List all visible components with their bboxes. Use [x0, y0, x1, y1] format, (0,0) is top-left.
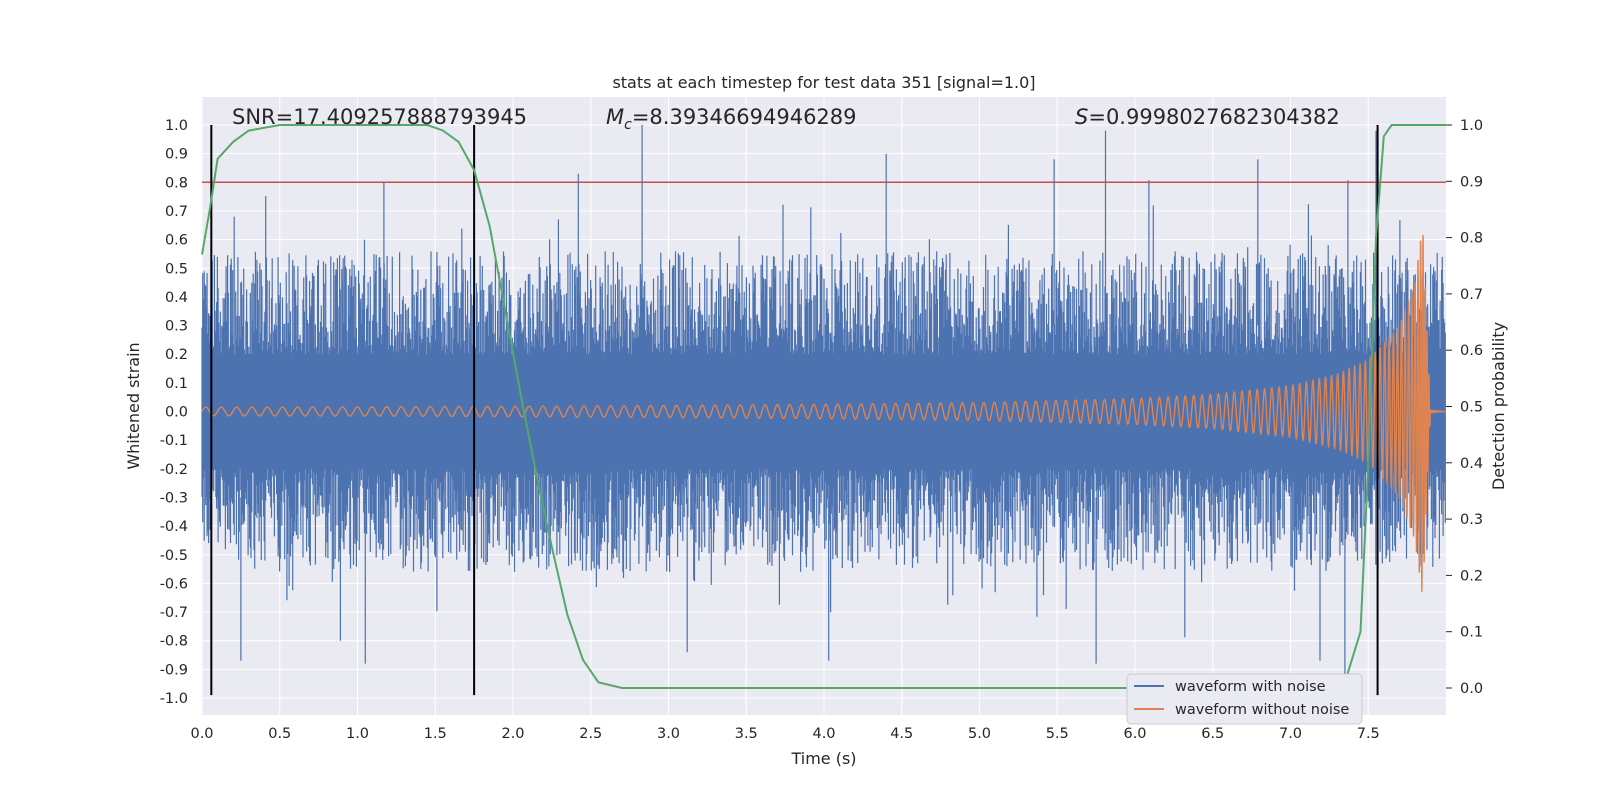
y2-tick-label: 1.0	[1460, 118, 1483, 134]
clean-waveform	[201, 234, 1446, 592]
legend: waveform with noise waveform without noi…	[1126, 673, 1363, 725]
y-tick-label: 0.5	[165, 261, 188, 277]
x-tick-label: 6.5	[1201, 726, 1224, 742]
y2-tick-label: 0.2	[1460, 568, 1483, 584]
y-tick-label: 0.7	[165, 204, 188, 220]
y2-tick-label: 0.1	[1460, 625, 1483, 641]
y-tick-label: -0.6	[160, 576, 188, 592]
x-tick-label: 1.0	[346, 726, 369, 742]
y-tick-label: 1.0	[165, 118, 188, 134]
y-tick-label: -0.5	[160, 548, 188, 564]
score-value: =0.9998027682304382	[1088, 105, 1339, 129]
y2-tick-label: 0.0	[1460, 681, 1483, 697]
x-tick-label: 3.5	[735, 726, 758, 742]
chirp-mass-annotation: Mc=8.39346694946289	[606, 105, 857, 133]
chirp-mass-value: =8.39346694946289	[632, 105, 857, 129]
x-tick-label: 2.0	[501, 726, 524, 742]
y2-tick-label: 0.4	[1460, 456, 1483, 472]
y-tick-label: -0.7	[160, 605, 188, 621]
detection-probability-curve	[201, 124, 1446, 689]
y-tick-label: 0.6	[165, 233, 188, 249]
y-tick-label: -0.3	[160, 490, 188, 506]
x-tick-label: 5.5	[1046, 726, 1069, 742]
clean-series	[201, 234, 1446, 592]
score-annotation: S=0.9998027682304382	[1075, 105, 1340, 129]
y2-tick-label: 0.8	[1460, 231, 1483, 247]
y-tick-label: -0.4	[160, 519, 188, 535]
y-tick-label: 0.9	[165, 147, 188, 163]
y2-tick-label: 0.9	[1460, 174, 1483, 190]
y2-tick-label: 0.6	[1460, 343, 1483, 359]
y-tick-label: -0.2	[160, 462, 188, 478]
ticks: 0.0 0.5 1.0 1.5 2.0 2.5 3.0 3.5 4.0 4.5 5.0 5.5 6.0 6…	[160, 118, 1483, 742]
y-tick-label: 0.8	[165, 175, 188, 191]
x-tick-label: 1.5	[424, 726, 447, 742]
y-tick-label: -0.1	[160, 433, 188, 449]
chart-title: stats at each timestep for test data 351…	[612, 73, 1035, 92]
y-tick-label: -0.9	[160, 662, 188, 678]
snr-annotation: SNR=17.409257888793945	[232, 105, 527, 129]
y-tick-label: -1.0	[160, 691, 188, 707]
y-axis-label: Whitened strain	[124, 342, 143, 469]
x-tick-label: 0.5	[268, 726, 291, 742]
chirp-mass-symbol: M	[606, 105, 624, 129]
y-tick-label: 0.0	[165, 405, 188, 421]
x-tick-label: 5.0	[968, 726, 991, 742]
y2-tick-label: 0.3	[1460, 512, 1483, 528]
y2-tick-label: 0.5	[1460, 400, 1483, 416]
y-tick-label: 0.3	[165, 319, 188, 335]
x-tick-label: 7.5	[1357, 726, 1380, 742]
x-axis-label: Time (s)	[790, 749, 856, 768]
x-tick-label: 6.0	[1123, 726, 1146, 742]
chirp-mass-subscript: c	[624, 117, 632, 133]
legend-label-noise: waveform with noise	[1175, 679, 1326, 695]
y-tick-label: 0.2	[165, 347, 188, 363]
x-tick-label: 2.5	[579, 726, 602, 742]
x-tick-label: 4.0	[812, 726, 835, 742]
legend-label-clean: waveform without noise	[1175, 702, 1349, 718]
x-tick-label: 3.0	[657, 726, 680, 742]
legend-box	[1126, 673, 1363, 725]
y2-axis-label: Detection probability	[1489, 322, 1508, 490]
x-tick-label: 4.5	[890, 726, 913, 742]
y-tick-label: 0.1	[165, 376, 188, 392]
y2-tick-label: 0.7	[1460, 287, 1483, 303]
x-tick-label: 7.0	[1279, 726, 1302, 742]
y-tick-label: -0.8	[160, 634, 188, 650]
overlay	[201, 124, 1446, 696]
x-tick-label: 0.0	[190, 726, 213, 742]
y-tick-label: 0.4	[165, 290, 188, 306]
score-symbol: S	[1075, 105, 1088, 129]
